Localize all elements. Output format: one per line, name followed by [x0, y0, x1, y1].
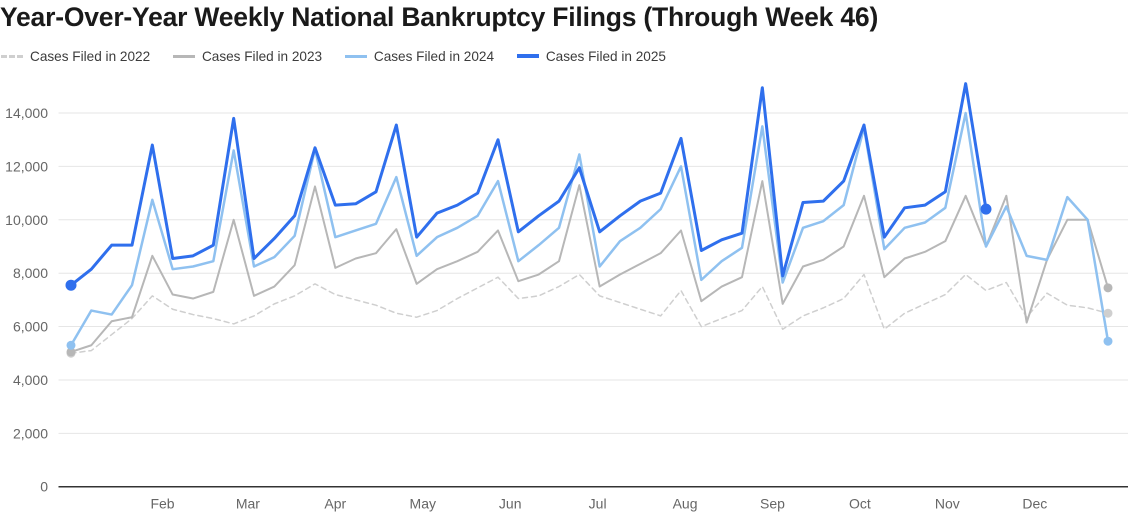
svg-text:Dec: Dec [1022, 496, 1047, 512]
svg-text:2,000: 2,000 [13, 425, 48, 441]
svg-text:Mar: Mar [236, 496, 260, 512]
svg-text:6,000: 6,000 [13, 319, 48, 335]
svg-text:Nov: Nov [935, 496, 960, 512]
svg-text:May: May [410, 496, 436, 512]
svg-text:Sep: Sep [760, 496, 785, 512]
svg-text:Jul: Jul [589, 496, 607, 512]
svg-text:4,000: 4,000 [13, 372, 48, 388]
svg-text:10,000: 10,000 [5, 212, 48, 228]
svg-text:Apr: Apr [324, 496, 346, 512]
svg-text:Jun: Jun [499, 496, 522, 512]
svg-text:12,000: 12,000 [5, 158, 48, 174]
svg-text:0: 0 [40, 479, 48, 495]
svg-text:14,000: 14,000 [5, 105, 48, 121]
svg-text:Aug: Aug [673, 496, 698, 512]
svg-text:8,000: 8,000 [13, 265, 48, 281]
svg-text:Oct: Oct [849, 496, 871, 512]
svg-text:Feb: Feb [150, 496, 174, 512]
